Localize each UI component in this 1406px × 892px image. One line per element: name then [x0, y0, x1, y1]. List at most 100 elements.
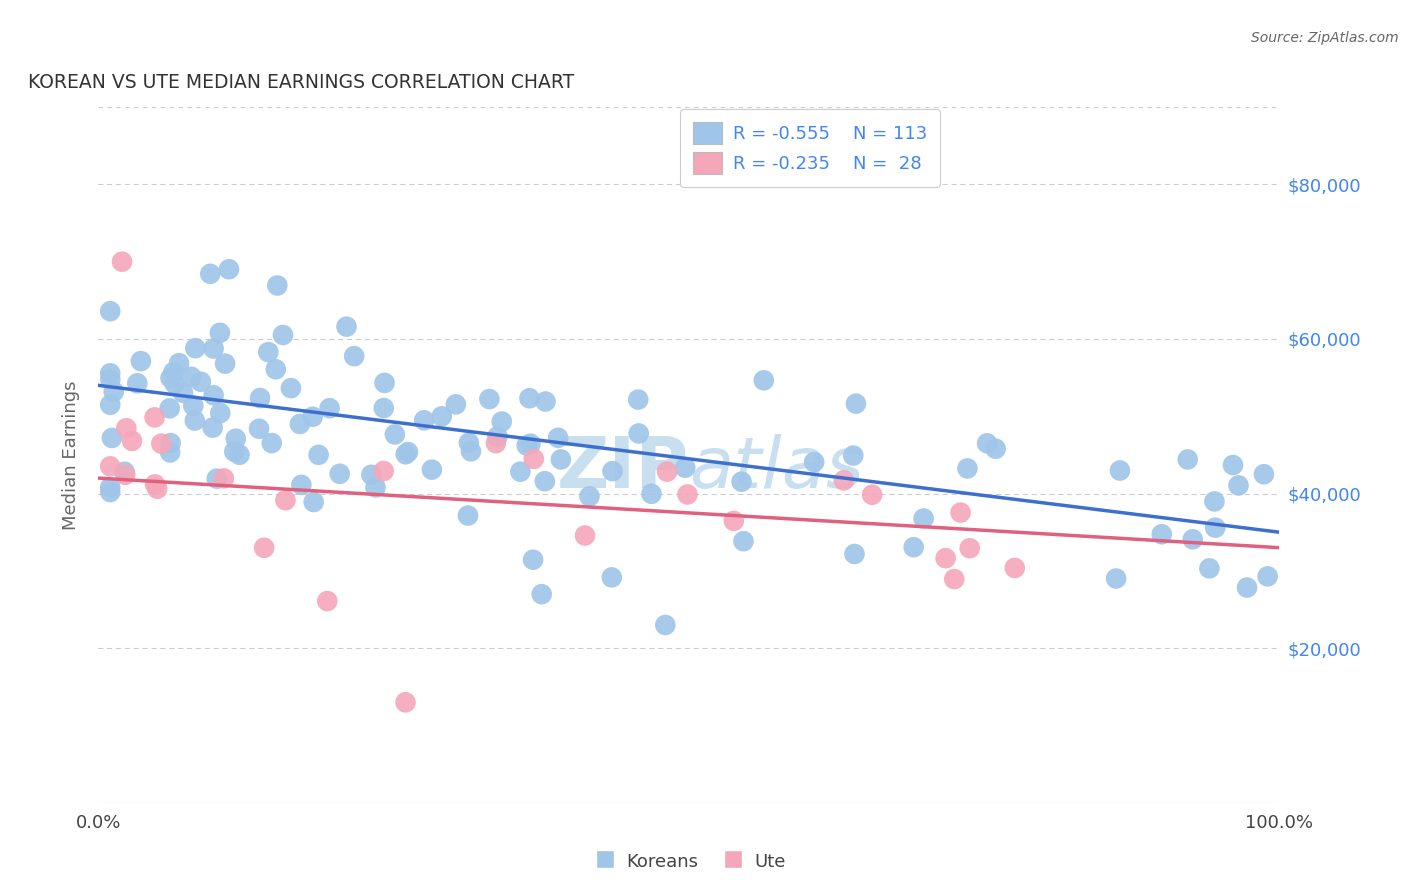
Point	[519, 391, 541, 405]
Text: Source: ZipAtlas.com: Source: ZipAtlas.com	[1251, 31, 1399, 45]
Point	[224, 444, 246, 458]
Point	[600, 570, 623, 584]
Point	[103, 384, 125, 399]
Point	[602, 464, 624, 478]
Point	[844, 547, 866, 561]
Point	[457, 435, 479, 450]
Point	[111, 254, 134, 268]
Point	[655, 465, 678, 479]
Point	[491, 415, 513, 429]
Point	[200, 267, 222, 281]
Point	[343, 349, 366, 363]
Point	[533, 475, 555, 489]
Point	[486, 429, 509, 443]
Point	[578, 489, 600, 503]
Point	[225, 432, 247, 446]
Point	[302, 495, 325, 509]
Point	[803, 455, 825, 469]
Point	[360, 467, 382, 482]
Point	[935, 551, 957, 566]
Point	[516, 438, 538, 452]
Point	[912, 511, 935, 525]
Point	[143, 477, 166, 491]
Point	[121, 434, 143, 448]
Point	[159, 445, 181, 459]
Point	[143, 410, 166, 425]
Point	[150, 436, 173, 450]
Point	[396, 445, 419, 459]
Point	[1105, 572, 1128, 586]
Point	[949, 506, 972, 520]
Point	[98, 398, 121, 412]
Point	[184, 414, 207, 428]
Point	[146, 482, 169, 496]
Point	[1109, 463, 1132, 477]
Point	[159, 401, 181, 416]
Point	[842, 449, 865, 463]
Point	[308, 448, 330, 462]
Point	[98, 372, 121, 386]
Point	[832, 474, 855, 488]
Point	[214, 357, 236, 371]
Point	[530, 587, 553, 601]
Point	[1204, 521, 1226, 535]
Point	[752, 373, 775, 387]
Point	[301, 409, 323, 424]
Point	[523, 451, 546, 466]
Point	[395, 447, 418, 461]
Point	[509, 465, 531, 479]
Point	[260, 436, 283, 450]
Point	[1004, 561, 1026, 575]
Point	[1257, 569, 1279, 583]
Point	[976, 436, 998, 450]
Point	[318, 401, 340, 416]
Point	[1177, 452, 1199, 467]
Point	[373, 376, 395, 390]
Point	[430, 409, 453, 424]
Point	[127, 376, 149, 391]
Point	[271, 328, 294, 343]
Point	[730, 475, 752, 489]
Point	[478, 392, 501, 406]
Point	[534, 394, 557, 409]
Point	[1181, 533, 1204, 547]
Point	[485, 436, 508, 450]
Point	[547, 431, 569, 445]
Point	[956, 461, 979, 475]
Point	[228, 448, 250, 462]
Point	[1198, 561, 1220, 575]
Point	[335, 319, 357, 334]
Point	[394, 695, 416, 709]
Point	[1222, 458, 1244, 472]
Point	[253, 541, 276, 555]
Point	[172, 385, 194, 400]
Point	[101, 431, 124, 445]
Point	[519, 436, 541, 450]
Point	[114, 465, 136, 479]
Point	[98, 459, 121, 474]
Point	[280, 381, 302, 395]
Point	[180, 369, 202, 384]
Point	[673, 460, 696, 475]
Point	[290, 478, 312, 492]
Point	[249, 391, 271, 405]
Point	[444, 397, 467, 411]
Point	[1204, 494, 1226, 508]
Point	[627, 392, 650, 407]
Point	[98, 485, 121, 500]
Point	[640, 487, 662, 501]
Text: ZIP: ZIP	[557, 434, 689, 503]
Point	[98, 481, 121, 495]
Point	[373, 401, 395, 415]
Point	[550, 452, 572, 467]
Point	[98, 304, 121, 318]
Point	[163, 376, 186, 391]
Point	[202, 342, 225, 356]
Point	[364, 480, 387, 494]
Point	[115, 421, 138, 435]
Point	[574, 528, 596, 542]
Point	[159, 436, 181, 450]
Point	[167, 356, 190, 370]
Point	[201, 420, 224, 434]
Point	[159, 371, 181, 385]
